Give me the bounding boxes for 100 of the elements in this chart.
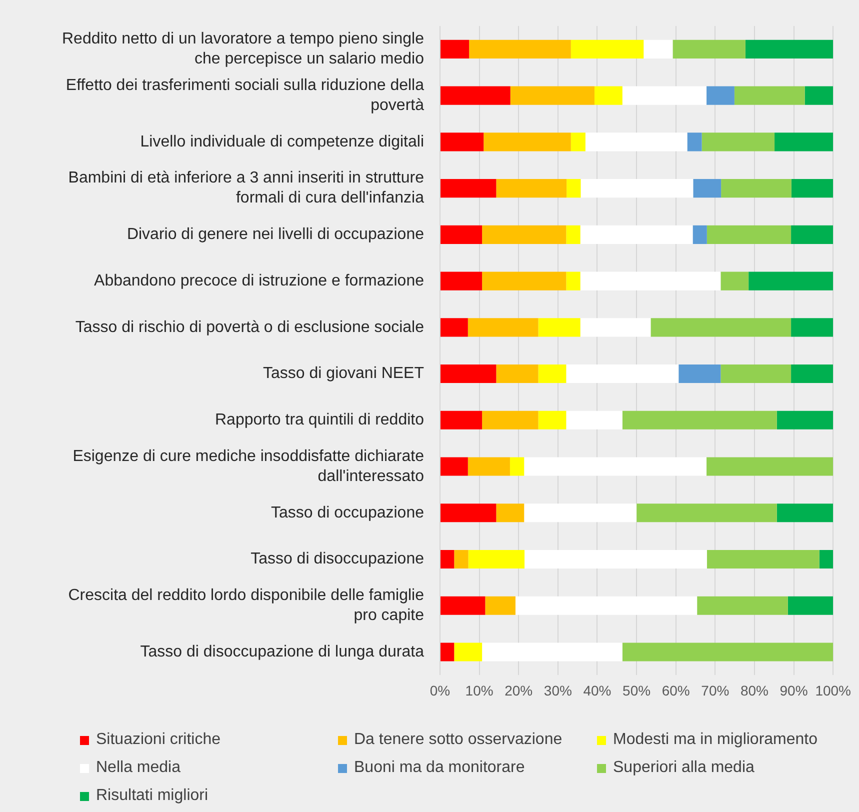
bar bbox=[721, 179, 792, 198]
bar bbox=[791, 225, 834, 244]
bar bbox=[706, 457, 834, 476]
bar bbox=[594, 86, 622, 105]
bar bbox=[566, 364, 679, 384]
bar bbox=[774, 132, 834, 152]
bar bbox=[693, 179, 722, 198]
bar bbox=[776, 410, 834, 430]
bar bbox=[538, 318, 580, 337]
bar bbox=[510, 86, 594, 105]
bar bbox=[524, 457, 707, 476]
bar bbox=[791, 179, 834, 198]
x-tick-label: 80% bbox=[740, 682, 768, 698]
bar bbox=[469, 40, 571, 58]
bar bbox=[482, 272, 566, 290]
bar bbox=[804, 86, 834, 105]
y-tick-label: Reddito netto di un lavoratore a tempo pieno single che percepisce un salario medio bbox=[62, 30, 424, 68]
bar bbox=[440, 410, 482, 430]
x-tick-label: 70% bbox=[701, 682, 730, 698]
bar bbox=[440, 318, 468, 337]
bar bbox=[515, 596, 698, 615]
bar bbox=[440, 550, 454, 569]
x-tick-label: 40% bbox=[583, 682, 612, 698]
y-tick-label: Rapporto tra quintili di reddito bbox=[214, 412, 424, 429]
y-tick-label: Tasso di disoccupazione di lunga durata bbox=[140, 643, 424, 660]
bar bbox=[706, 225, 792, 244]
bar bbox=[538, 410, 566, 430]
legend-label: Modesti ma in miglioramento bbox=[613, 731, 818, 749]
bar bbox=[454, 550, 468, 569]
bar bbox=[672, 40, 746, 58]
y-tick-label: Divario di genere nei livelli di occupazione bbox=[126, 226, 424, 244]
bar bbox=[566, 272, 580, 290]
y-tick-label: Abbandono precoce di istruzione e formazione bbox=[94, 272, 424, 290]
bar bbox=[468, 318, 538, 337]
bar bbox=[687, 132, 702, 152]
bar bbox=[566, 410, 622, 430]
x-tick-label: 10% bbox=[465, 682, 494, 698]
bar bbox=[482, 225, 566, 244]
bar bbox=[440, 132, 484, 152]
bar bbox=[636, 504, 777, 522]
bar bbox=[697, 596, 788, 615]
bar bbox=[706, 86, 734, 105]
bar bbox=[585, 132, 688, 152]
bar bbox=[720, 272, 749, 290]
legend-label: Nella media bbox=[96, 759, 180, 777]
bar bbox=[580, 318, 651, 337]
bar bbox=[482, 410, 538, 430]
bar bbox=[580, 272, 721, 290]
bar bbox=[440, 272, 482, 290]
bar bbox=[791, 318, 834, 337]
bar bbox=[819, 550, 834, 569]
bar bbox=[485, 596, 516, 615]
bar bbox=[440, 40, 470, 58]
bar bbox=[454, 642, 482, 662]
bar bbox=[510, 457, 524, 476]
bar bbox=[570, 40, 644, 58]
bar bbox=[524, 550, 707, 569]
bar bbox=[570, 132, 586, 152]
bar bbox=[788, 596, 834, 615]
bar bbox=[524, 504, 637, 522]
bar bbox=[644, 40, 673, 58]
bar bbox=[650, 318, 792, 337]
bar bbox=[622, 410, 777, 430]
bar bbox=[720, 364, 792, 384]
x-tick-label: 20% bbox=[504, 682, 533, 698]
bar bbox=[440, 642, 454, 662]
bar bbox=[440, 457, 468, 476]
y-tick-label: Livello individuale di competenze digitali bbox=[140, 133, 424, 150]
x-tick-label: 90% bbox=[780, 682, 808, 698]
bar bbox=[440, 504, 496, 522]
x-tick-label: 50% bbox=[622, 682, 651, 698]
bar bbox=[440, 179, 496, 198]
bar bbox=[496, 364, 538, 384]
x-tick-label: 0% bbox=[430, 682, 450, 698]
bar bbox=[566, 225, 580, 244]
bar bbox=[580, 225, 693, 244]
bar bbox=[702, 132, 775, 152]
bar bbox=[692, 225, 707, 244]
bar bbox=[440, 86, 510, 105]
legend-label: Da tenere sotto osservazione bbox=[354, 731, 562, 749]
y-tick-label: Bambini di età inferiore a 3 anni inseriti in strutture formali di cura dell'infanzia bbox=[68, 170, 424, 207]
y-tick-label: Tasso di giovani NEET bbox=[263, 365, 424, 382]
bar bbox=[440, 596, 486, 615]
x-tick-label: 60% bbox=[662, 682, 690, 698]
bar bbox=[566, 179, 581, 198]
x-tick-label: 100% bbox=[815, 682, 852, 698]
bar bbox=[734, 86, 805, 105]
y-tick-label: Effetto dei trasferimenti sociali sulla riduzione della povertà bbox=[66, 76, 424, 114]
bar bbox=[791, 364, 834, 384]
bar bbox=[776, 504, 834, 522]
bar bbox=[440, 364, 496, 384]
bar bbox=[496, 504, 524, 522]
bar bbox=[484, 132, 571, 152]
bar bbox=[468, 457, 510, 476]
x-tick-label: 30% bbox=[544, 682, 572, 698]
bar bbox=[496, 179, 567, 198]
bar bbox=[748, 272, 834, 290]
bar bbox=[706, 550, 820, 569]
bar bbox=[538, 364, 566, 384]
bar bbox=[468, 550, 525, 569]
